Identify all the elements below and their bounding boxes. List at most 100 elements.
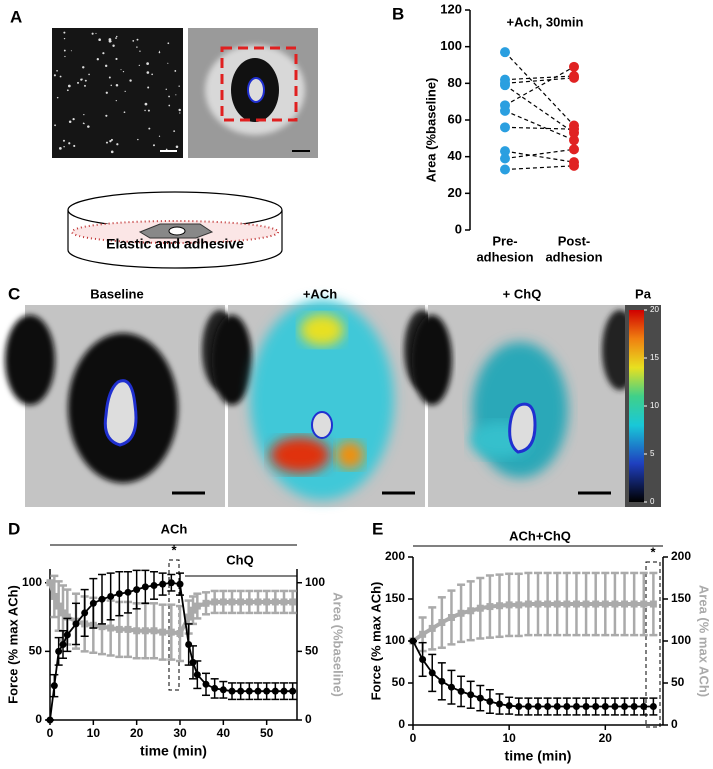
bead: [87, 125, 90, 128]
bead-dots: [53, 31, 181, 154]
bead: [91, 32, 94, 35]
point: [141, 583, 149, 591]
bead: [81, 78, 83, 80]
pair-line: [504, 77, 575, 84]
bead: [147, 86, 150, 89]
bead: [116, 143, 119, 146]
point: [515, 601, 523, 609]
point: [107, 624, 115, 632]
y2-tick-label: 200: [671, 549, 691, 563]
point: [280, 598, 288, 606]
point: [447, 683, 455, 691]
x-axis-label: time (min): [140, 743, 207, 759]
point: [419, 630, 427, 638]
panel-label: D: [8, 519, 20, 538]
point: [81, 609, 89, 617]
point: [228, 598, 236, 606]
point: [55, 602, 63, 610]
y-tick-label: 120: [440, 1, 462, 16]
x-tick-label: 50: [260, 726, 274, 740]
point: [271, 598, 279, 606]
bead: [108, 38, 112, 41]
dot: [500, 105, 510, 116]
dot: [500, 164, 510, 175]
bead: [66, 89, 69, 92]
bead: [110, 84, 112, 87]
fluorescence-image: [52, 28, 183, 158]
annotation: ACh: [161, 521, 188, 536]
point: [59, 641, 67, 648]
point: [496, 700, 504, 708]
bead: [82, 66, 85, 69]
y-tick-label: 100: [22, 575, 42, 589]
point: [46, 716, 54, 724]
point: [563, 703, 571, 711]
point: [219, 598, 227, 606]
dot: [569, 61, 579, 72]
point: [630, 600, 638, 608]
point: [496, 602, 504, 610]
bead: [68, 142, 71, 145]
bead: [148, 127, 151, 130]
bead: [63, 49, 66, 52]
chart-title: +Ach, 30min: [507, 14, 584, 29]
bead: [68, 120, 72, 124]
x-tick-label: 30: [173, 726, 187, 740]
point: [202, 599, 210, 607]
point: [263, 687, 271, 695]
dish-label: Elastic and adhesive: [106, 236, 244, 252]
point: [592, 600, 600, 608]
annotation-lines: [50, 544, 663, 728]
point: [515, 703, 523, 711]
bead: [58, 146, 62, 150]
point: [592, 703, 600, 711]
panel-label: E: [372, 519, 383, 538]
point: [72, 620, 80, 628]
point: [553, 703, 561, 711]
y2-tick-label: 50: [305, 644, 319, 658]
bead: [179, 112, 181, 114]
bead: [123, 111, 126, 114]
bead: [110, 138, 113, 141]
point: [245, 598, 253, 606]
dot: [500, 146, 510, 157]
dot: [500, 153, 510, 164]
point: [193, 602, 201, 610]
bead: [115, 37, 117, 39]
point: [211, 598, 219, 606]
point: [193, 671, 201, 679]
y-tick-label: 0: [398, 717, 405, 731]
bead: [102, 52, 105, 55]
point: [621, 703, 629, 711]
pair-line: [504, 66, 575, 106]
y2-tick-label: 0: [671, 717, 678, 731]
point: [219, 686, 227, 694]
point: [534, 600, 542, 608]
point: [553, 600, 561, 608]
point: [544, 703, 552, 711]
y-tick-label: 50: [392, 675, 406, 689]
y-tick-label: 100: [385, 633, 405, 647]
point: [271, 687, 279, 695]
x-tick-label: 20: [130, 726, 144, 740]
bead: [175, 145, 179, 149]
point: [649, 703, 657, 711]
bead: [54, 124, 56, 127]
image-title: Baseline: [90, 286, 143, 301]
point: [98, 623, 106, 631]
bead: [105, 141, 108, 144]
point: [263, 598, 271, 606]
pair-line: [504, 148, 575, 160]
bead: [132, 40, 135, 42]
point: [419, 655, 427, 663]
bead: [144, 102, 148, 106]
point: [59, 609, 67, 617]
point: [611, 600, 619, 608]
dot: [500, 47, 510, 58]
point: [50, 592, 58, 600]
y-tick-label: 40: [448, 148, 462, 163]
panel-c-images: [5, 300, 661, 507]
y-axis-label: Force (% max ACh): [368, 582, 383, 701]
bead: [104, 64, 108, 68]
point: [167, 628, 175, 636]
